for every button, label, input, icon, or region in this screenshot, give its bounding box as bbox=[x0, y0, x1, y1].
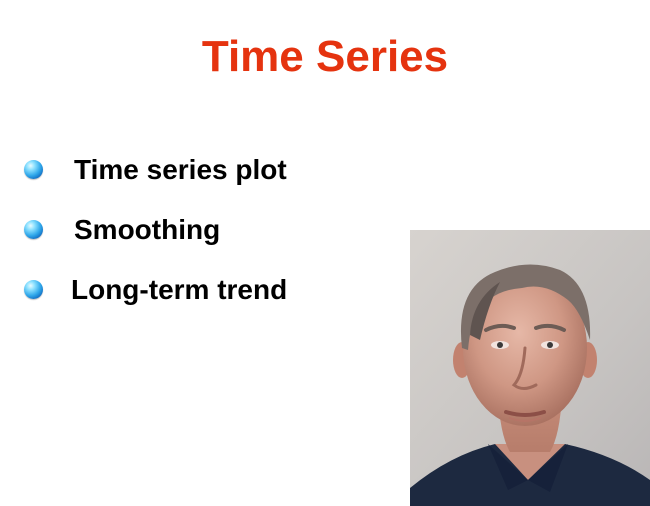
bullet-item: Long-term trend bbox=[0, 269, 400, 309]
blue-sphere-bullet-icon bbox=[24, 160, 43, 179]
presenter-portrait-icon bbox=[410, 230, 650, 506]
bullet-item: Time series plot bbox=[0, 149, 400, 189]
blue-sphere-bullet-icon bbox=[24, 280, 43, 299]
blue-sphere-bullet-icon bbox=[24, 220, 43, 239]
bullet-label: Time series plot bbox=[74, 154, 287, 185]
bullet-label: Smoothing bbox=[74, 214, 221, 245]
presenter-video-portrait bbox=[410, 230, 650, 506]
bullet-item: Smoothing bbox=[0, 209, 400, 249]
bullet-label: Long-term trend bbox=[71, 274, 288, 305]
slide-title: Time Series bbox=[201, 32, 449, 81]
bullet-list: Time series plot Smoothing Long-term tre… bbox=[0, 0, 400, 330]
